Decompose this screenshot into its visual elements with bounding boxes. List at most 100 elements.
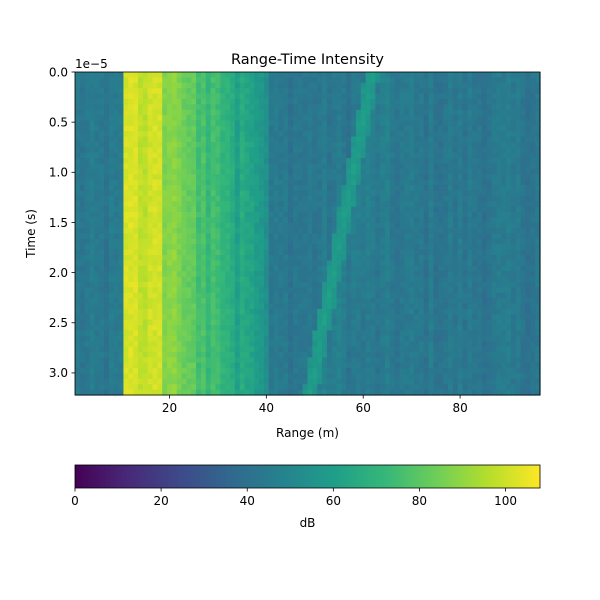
heatmap-cell: [365, 168, 372, 175]
heatmap-cell: [404, 238, 410, 245]
heatmap-cell: [123, 125, 129, 132]
heatmap-cell: [530, 98, 536, 105]
heatmap-cell: [506, 319, 512, 326]
heatmap-cell: [94, 104, 100, 111]
heatmap-cell: [89, 330, 95, 337]
heatmap-cell: [326, 88, 333, 95]
heatmap-cell: [506, 308, 512, 315]
heatmap-cell: [205, 152, 212, 159]
heatmap-cell: [147, 303, 154, 310]
heatmap-cell: [481, 281, 488, 288]
heatmap-cell: [113, 292, 120, 299]
heatmap-cell: [443, 281, 449, 288]
heatmap-cell: [123, 238, 129, 245]
heatmap-cell: [79, 319, 86, 326]
heatmap-cell: [443, 131, 449, 138]
heatmap-cell: [181, 163, 187, 170]
heatmap-cell: [273, 82, 280, 89]
heatmap-cell: [89, 292, 95, 299]
heatmap-cell: [75, 195, 81, 202]
heatmap-cell: [409, 298, 415, 305]
heatmap-cell: [331, 211, 338, 218]
heatmap-cell: [481, 163, 488, 170]
heatmap-cell: [360, 104, 367, 111]
heatmap-cell: [123, 158, 129, 165]
heatmap-cell: [322, 93, 328, 100]
heatmap-cell: [322, 136, 328, 143]
heatmap-cell: [414, 98, 420, 105]
heatmap-cell: [89, 158, 95, 165]
heatmap-cell: [447, 158, 454, 165]
heatmap-cell: [506, 206, 512, 213]
heatmap-cell: [297, 82, 304, 89]
heatmap-cell: [215, 201, 221, 208]
heatmap-cell: [152, 303, 158, 310]
heatmap-cell: [254, 174, 260, 181]
heatmap-cell: [380, 141, 386, 148]
heatmap-cell: [472, 179, 478, 186]
heatmap-cell: [181, 120, 187, 127]
heatmap-cell: [414, 330, 420, 337]
heatmap-cell: [259, 281, 265, 288]
heatmap-cell: [278, 152, 284, 159]
heatmap-cell: [162, 174, 168, 181]
heatmap-cell: [108, 190, 115, 197]
heatmap-cell: [312, 330, 318, 337]
heatmap-cell: [254, 217, 260, 224]
heatmap-cell: [530, 244, 536, 251]
heatmap-cell: [443, 115, 449, 122]
heatmap-cell: [481, 217, 488, 224]
heatmap-cell: [157, 276, 163, 283]
heatmap-cell: [506, 195, 512, 202]
heatmap-cell: [108, 98, 115, 105]
heatmap-cell: [118, 303, 125, 310]
heatmap-cell: [355, 88, 362, 95]
heatmap-cell: [530, 260, 536, 267]
heatmap-cell: [331, 249, 338, 256]
heatmap-cell: [268, 179, 275, 186]
heatmap-cell: [200, 233, 207, 240]
heatmap-cell: [506, 88, 512, 95]
heatmap-cell: [462, 244, 468, 251]
heatmap-cell: [355, 201, 362, 208]
heatmap-cell: [205, 260, 212, 267]
heatmap-cell: [477, 233, 483, 240]
heatmap-cell: [447, 82, 454, 89]
heatmap-cell: [162, 206, 168, 213]
heatmap-cell: [312, 147, 318, 154]
heatmap-cell: [230, 292, 236, 299]
heatmap-cell: [351, 190, 357, 197]
heatmap-cell: [302, 131, 309, 138]
heatmap-cell: [515, 77, 522, 84]
heatmap-cell: [186, 222, 192, 229]
heatmap-cell: [375, 330, 381, 337]
heatmap-cell: [525, 255, 531, 262]
heatmap-cell: [341, 195, 347, 202]
heatmap-cell: [365, 98, 372, 105]
heatmap-cell: [433, 217, 439, 224]
heatmap-cell: [176, 72, 183, 78]
heatmap-cell: [404, 195, 410, 202]
heatmap-cell: [278, 330, 284, 337]
heatmap-cell: [118, 201, 125, 208]
heatmap-cell: [94, 152, 100, 159]
heatmap-cell: [438, 335, 444, 342]
heatmap-cell: [215, 190, 221, 197]
heatmap-cell: [491, 93, 497, 100]
heatmap-cell: [186, 147, 192, 154]
heatmap-cell: [142, 255, 149, 262]
heatmap-cell: [142, 292, 149, 299]
heatmap-cell: [234, 77, 241, 84]
heatmap-cell: [433, 168, 439, 175]
heatmap-cell: [336, 98, 342, 105]
heatmap-cell: [326, 314, 333, 321]
heatmap-cell: [447, 147, 454, 154]
heatmap-cell: [496, 179, 502, 186]
heatmap-cell: [259, 190, 265, 197]
heatmap-cell: [196, 158, 202, 165]
heatmap-cell: [171, 158, 178, 165]
heatmap-cell: [79, 195, 86, 202]
heatmap-cell: [447, 330, 454, 337]
heatmap-cell: [230, 109, 236, 116]
heatmap-cell: [99, 88, 105, 95]
